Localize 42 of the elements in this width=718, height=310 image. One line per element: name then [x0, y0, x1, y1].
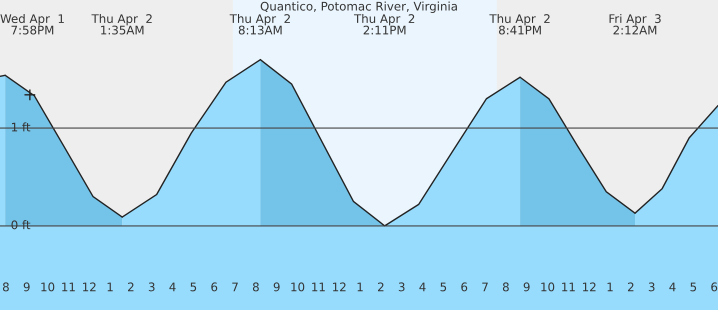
x-tick-label: 2	[628, 282, 634, 292]
annotation: Thu Apr 2 1:35AM	[91, 14, 152, 35]
x-tick-label: 8	[2, 282, 9, 292]
x-tick-label: 3	[648, 282, 654, 292]
x-tick-label: 11	[562, 282, 575, 292]
x-tick-label: 10	[41, 282, 54, 292]
x-tick-label: 2	[128, 282, 134, 292]
x-tick-label: 4	[419, 282, 426, 292]
annotation: Thu Apr 2 8:13AM	[230, 14, 290, 35]
x-tick-label: 9	[24, 282, 30, 292]
x-tick-label: 12	[582, 282, 596, 292]
x-tick-label: 10	[291, 282, 304, 292]
x-tick-label: 11	[62, 282, 75, 292]
x-tick-label: 6	[211, 282, 218, 292]
x-tick-label: 4	[669, 282, 676, 292]
x-tick-label: 3	[398, 282, 405, 292]
annotation: Thu Apr 2 8:41PM	[489, 14, 550, 35]
x-tick-label: 7	[232, 282, 238, 292]
x-tick-label: 1	[108, 282, 113, 292]
chart-title: Quantico, Potomac River, Virginia	[260, 2, 457, 13]
x-tick-label: 10	[541, 282, 554, 292]
x-tick-label: 5	[690, 282, 696, 292]
x-tick-label: 2	[378, 282, 384, 292]
x-tick-label: 5	[190, 282, 196, 292]
x-tick-label: 1	[358, 282, 363, 292]
annotation: Wed Apr 1 7:58PM	[0, 14, 64, 35]
x-tick-label: 9	[524, 282, 530, 292]
annotation: Thu Apr 2 2:11PM	[354, 14, 414, 34]
x-tick-label: 4	[169, 282, 176, 292]
x-tick-label: 6	[711, 282, 718, 292]
x-tick-label: 1	[608, 282, 613, 292]
x-tick-label: 11	[312, 282, 325, 292]
x-tick-label: 8	[502, 282, 509, 292]
x-tick-label: 12	[332, 282, 346, 292]
annotation: Fri Apr 3 2:12AM	[610, 14, 661, 34]
x-tick-label: 9	[274, 282, 280, 292]
x-tick-label: 6	[461, 282, 468, 292]
x-tick-label: 7	[482, 282, 488, 292]
x-tick-label: 5	[440, 282, 446, 292]
x-tick-label: 8	[252, 282, 259, 292]
x-tick-label: 3	[148, 282, 155, 292]
x-tick-label: 12	[83, 282, 96, 292]
